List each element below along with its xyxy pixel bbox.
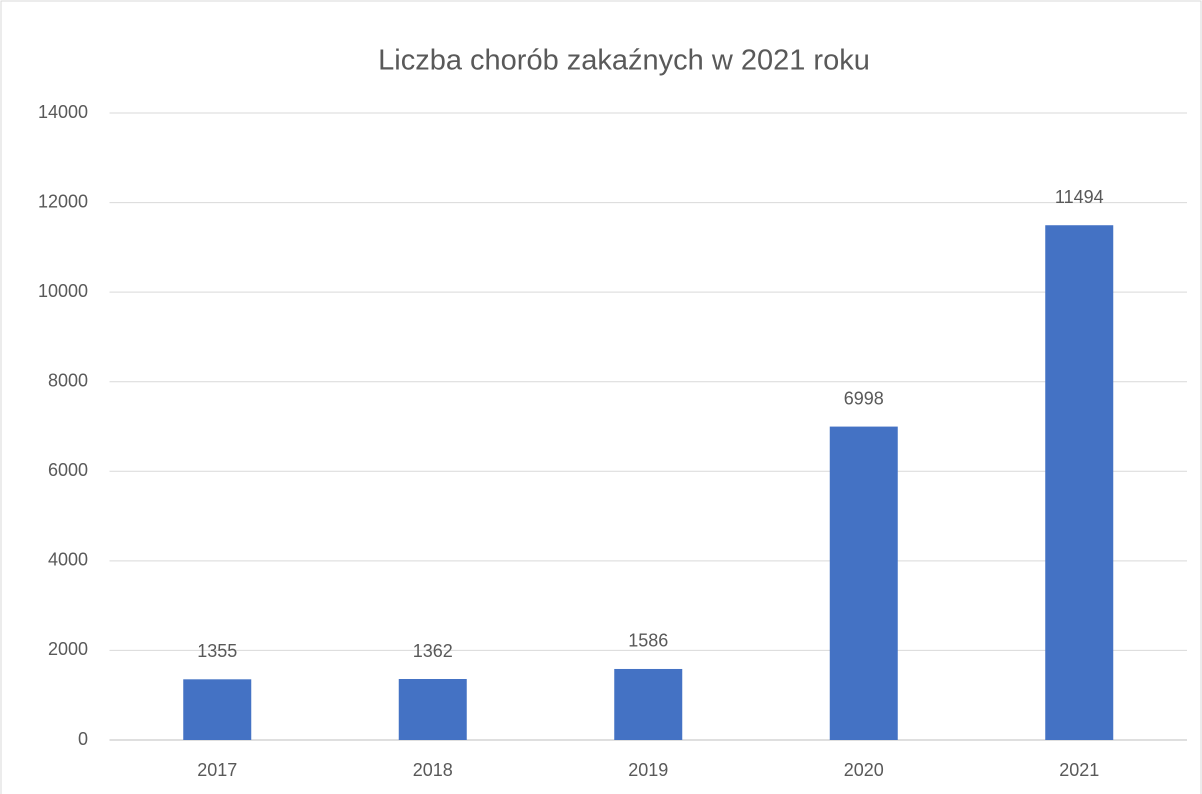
y-tick-label: 10000 bbox=[38, 281, 88, 301]
x-tick-label: 2020 bbox=[844, 760, 884, 780]
data-label: 1355 bbox=[197, 641, 237, 661]
data-label: 1586 bbox=[628, 631, 668, 651]
bar bbox=[183, 679, 252, 740]
y-tick-label: 2000 bbox=[48, 639, 88, 659]
x-tick-label: 2018 bbox=[413, 760, 453, 780]
chart-title: Liczba chorób zakaźnych w 2021 roku bbox=[378, 45, 870, 77]
y-tick-label: 8000 bbox=[48, 370, 88, 390]
x-tick-label: 2019 bbox=[628, 760, 668, 780]
data-label: 1362 bbox=[413, 641, 453, 661]
x-tick-label: 2017 bbox=[197, 760, 237, 780]
y-tick-label: 0 bbox=[78, 729, 88, 749]
y-tick-label: 12000 bbox=[38, 191, 88, 211]
y-tick-label: 6000 bbox=[48, 460, 88, 480]
bar bbox=[1045, 225, 1114, 740]
y-tick-label: 14000 bbox=[38, 102, 88, 122]
bar bbox=[398, 679, 467, 740]
y-tick-label: 4000 bbox=[48, 550, 88, 570]
data-label: 11494 bbox=[1055, 187, 1104, 207]
x-tick-label: 2021 bbox=[1059, 760, 1099, 780]
data-label: 6998 bbox=[844, 388, 884, 408]
bar bbox=[614, 668, 683, 740]
bar bbox=[829, 426, 898, 740]
